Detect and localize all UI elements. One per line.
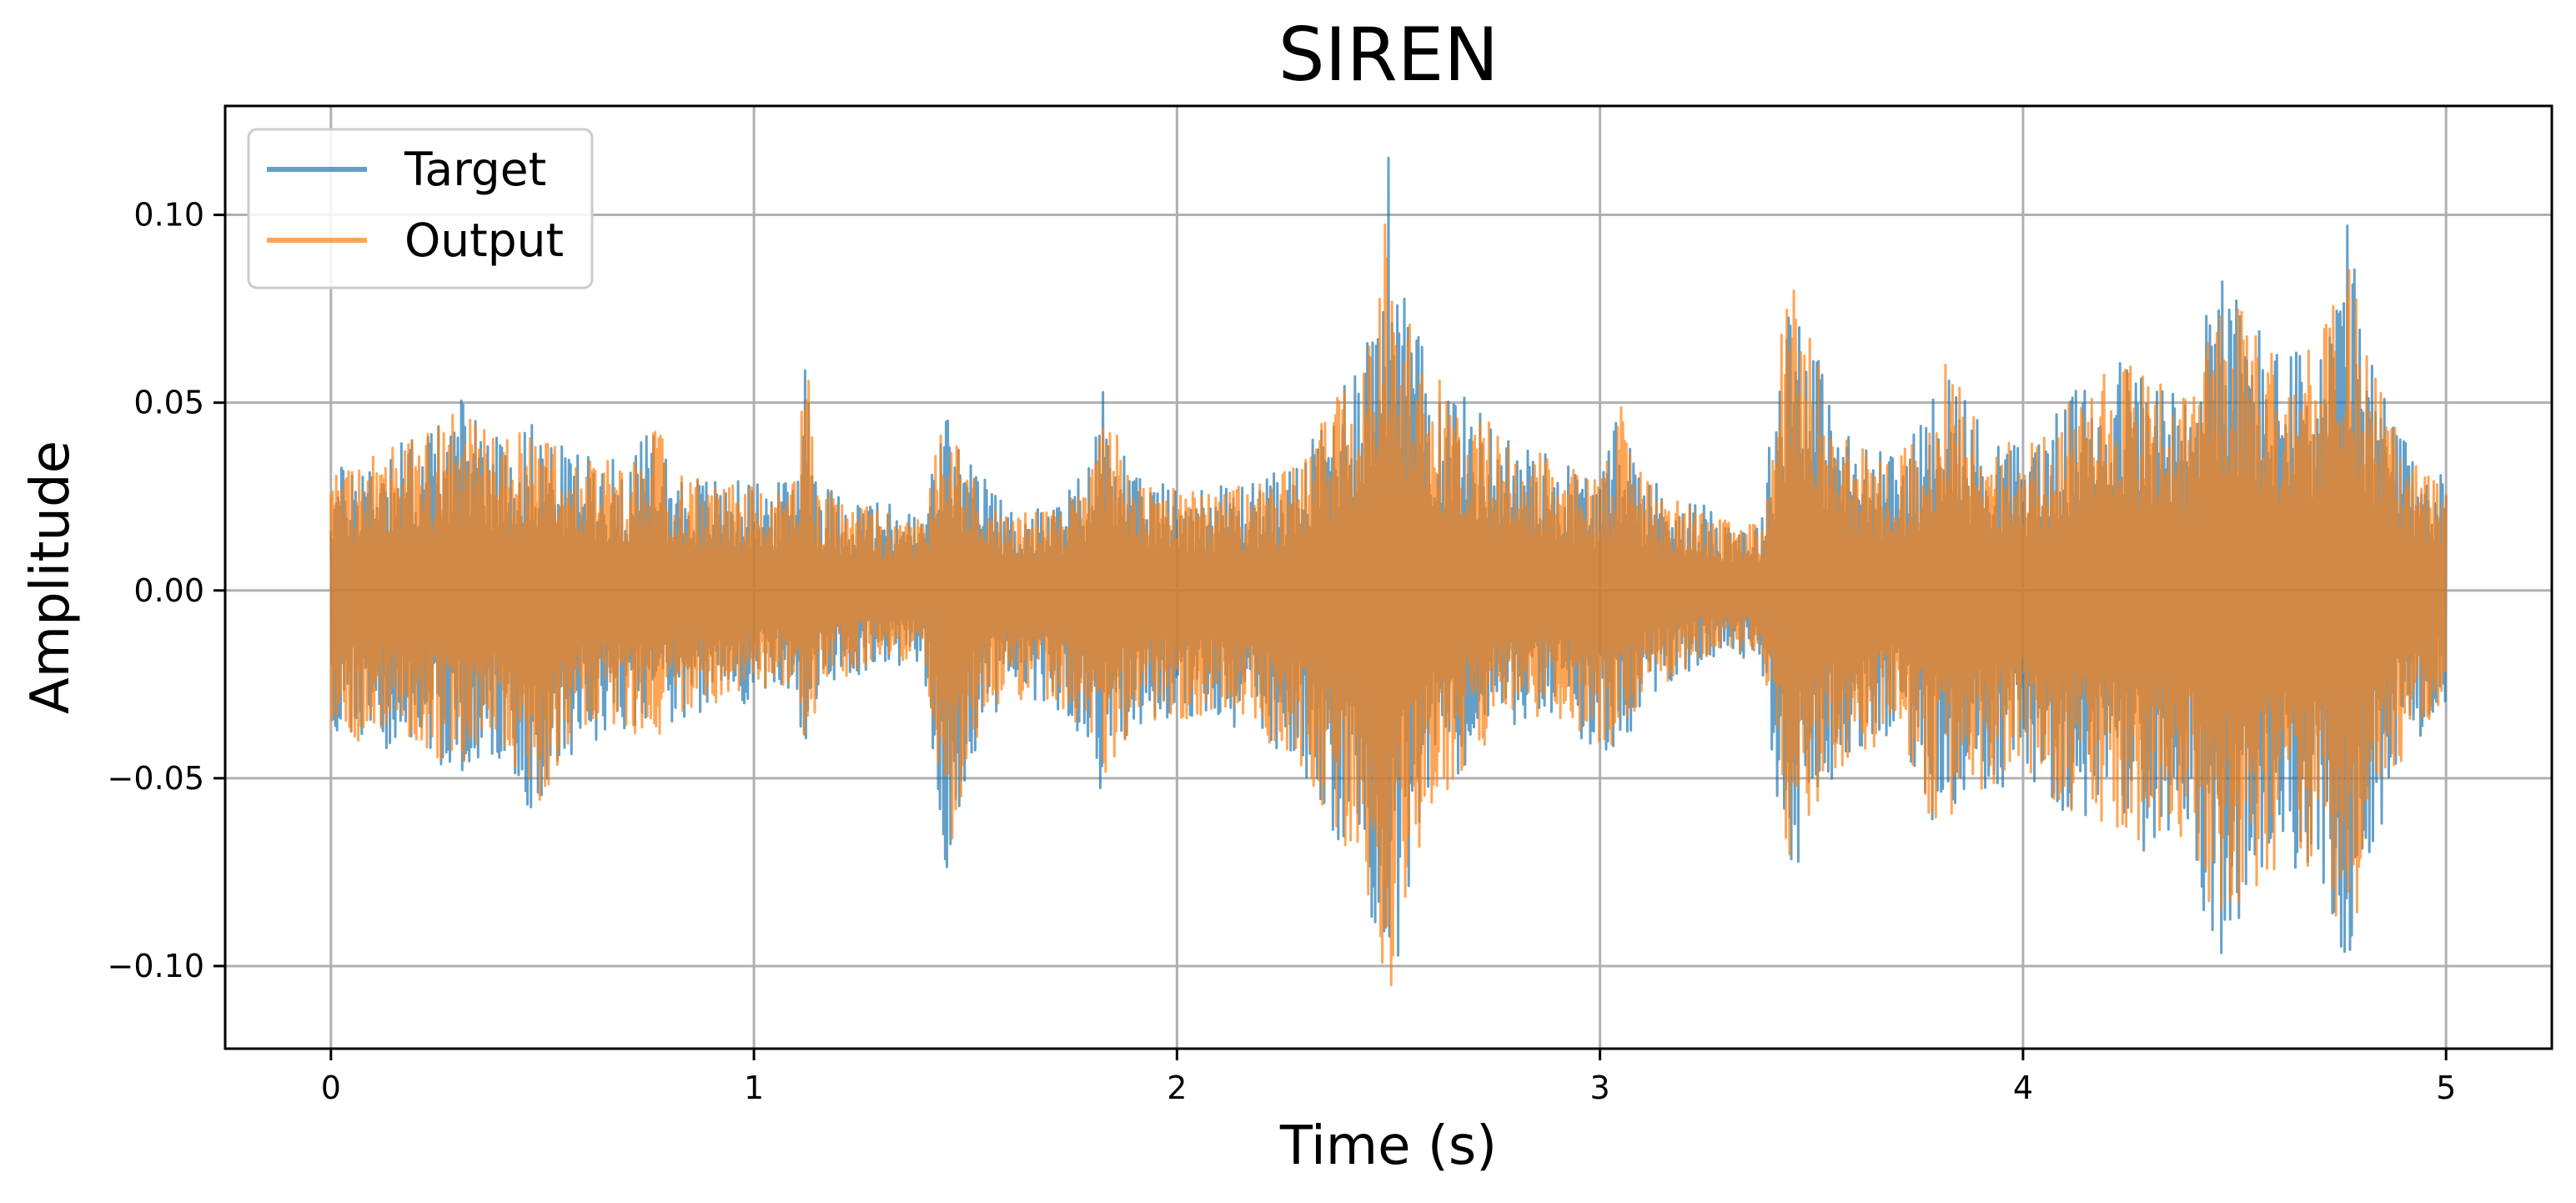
legend-label-output: Output bbox=[404, 214, 564, 267]
plot-frame bbox=[223, 104, 2553, 1050]
x-tick-label: 3 bbox=[1590, 1070, 1610, 1106]
x-axis: 0 1 2 3 4 5 bbox=[321, 1049, 2456, 1106]
y-tick-label: 0.10 bbox=[133, 197, 204, 234]
x-tick-label: 0 bbox=[321, 1070, 341, 1106]
y-tick-label: 0.00 bbox=[133, 572, 204, 609]
y-tick-label: −0.05 bbox=[108, 760, 204, 797]
x-tick-label: 4 bbox=[2013, 1070, 2033, 1106]
x-tick-label: 2 bbox=[1167, 1070, 1187, 1106]
y-tick-label: 0.05 bbox=[133, 385, 204, 421]
legend-label-target: Target bbox=[404, 143, 546, 196]
y-axis-label: Amplitude bbox=[20, 440, 82, 714]
chart-title: SIREN bbox=[1278, 12, 1499, 98]
legend: Target Output bbox=[247, 128, 594, 289]
y-tick-label: −0.10 bbox=[108, 948, 204, 984]
x-tick-label: 1 bbox=[744, 1070, 764, 1106]
x-tick-label: 5 bbox=[2436, 1070, 2456, 1106]
series-line-output bbox=[329, 223, 2448, 987]
x-axis-label: Time (s) bbox=[1279, 1115, 1497, 1177]
plot-area bbox=[329, 156, 2448, 987]
y-axis: −0.10 −0.05 0.00 0.05 0.10 bbox=[108, 197, 225, 984]
